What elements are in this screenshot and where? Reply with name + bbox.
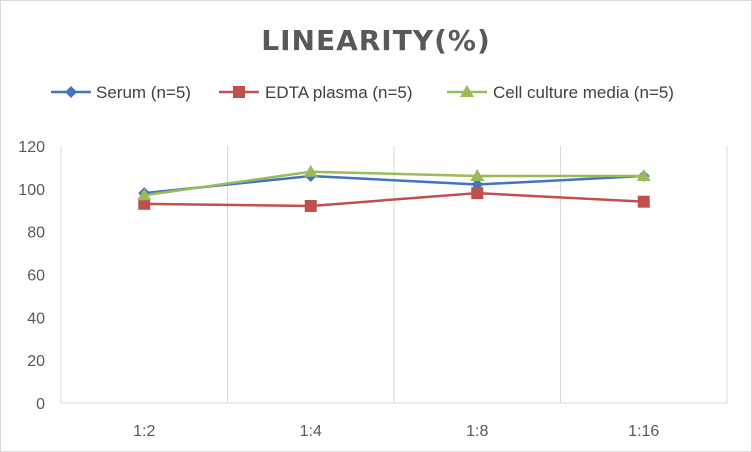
legend-marker	[65, 86, 77, 98]
data-point	[636, 168, 651, 181]
legend-marker	[233, 86, 245, 98]
data-point	[303, 164, 318, 177]
series-line	[144, 170, 644, 197]
data-point	[138, 197, 151, 210]
y-tick-label: 100	[18, 182, 45, 199]
series-layer	[137, 164, 651, 212]
data-point	[470, 168, 485, 181]
x-tick-label: 1:2	[133, 423, 155, 440]
legend-label: EDTA plasma (n=5)	[265, 83, 413, 102]
chart-title: LINEARITY(%)	[261, 24, 491, 57]
y-tick-label: 40	[27, 310, 45, 327]
legend-item: Serum (n=5)	[51, 83, 191, 102]
legend-item: Cell culture media (n=5)	[447, 83, 674, 102]
series-line	[144, 191, 644, 208]
y-tick-label: 80	[27, 225, 45, 242]
x-tick-label: 1:8	[466, 423, 488, 440]
x-tick-label: 1:16	[628, 423, 659, 440]
y-tick-label: 60	[27, 268, 45, 285]
legend-label: Cell culture media (n=5)	[493, 83, 674, 102]
y-tick-label: 0	[36, 396, 45, 413]
x-tick-label: 1:4	[300, 423, 322, 440]
legend-marker	[460, 85, 474, 97]
data-point	[471, 187, 484, 200]
grid	[227, 146, 728, 403]
tick-labels: 0 20 40 60 80 100 120 1:2 1:4 1:8 1:16	[18, 139, 659, 440]
data-point	[137, 188, 152, 201]
legend: Serum (n=5) EDTA plasma (n=5) Cell culture…	[51, 83, 674, 102]
series-3	[137, 164, 651, 201]
data-point	[304, 199, 317, 212]
legend-item: EDTA plasma (n=5)	[219, 83, 413, 102]
series-2	[138, 187, 650, 212]
legend-label: Serum (n=5)	[96, 83, 191, 102]
axes	[60, 146, 727, 404]
data-point	[637, 195, 650, 208]
y-tick-label: 120	[18, 139, 45, 156]
y-tick-label: 20	[27, 353, 45, 370]
